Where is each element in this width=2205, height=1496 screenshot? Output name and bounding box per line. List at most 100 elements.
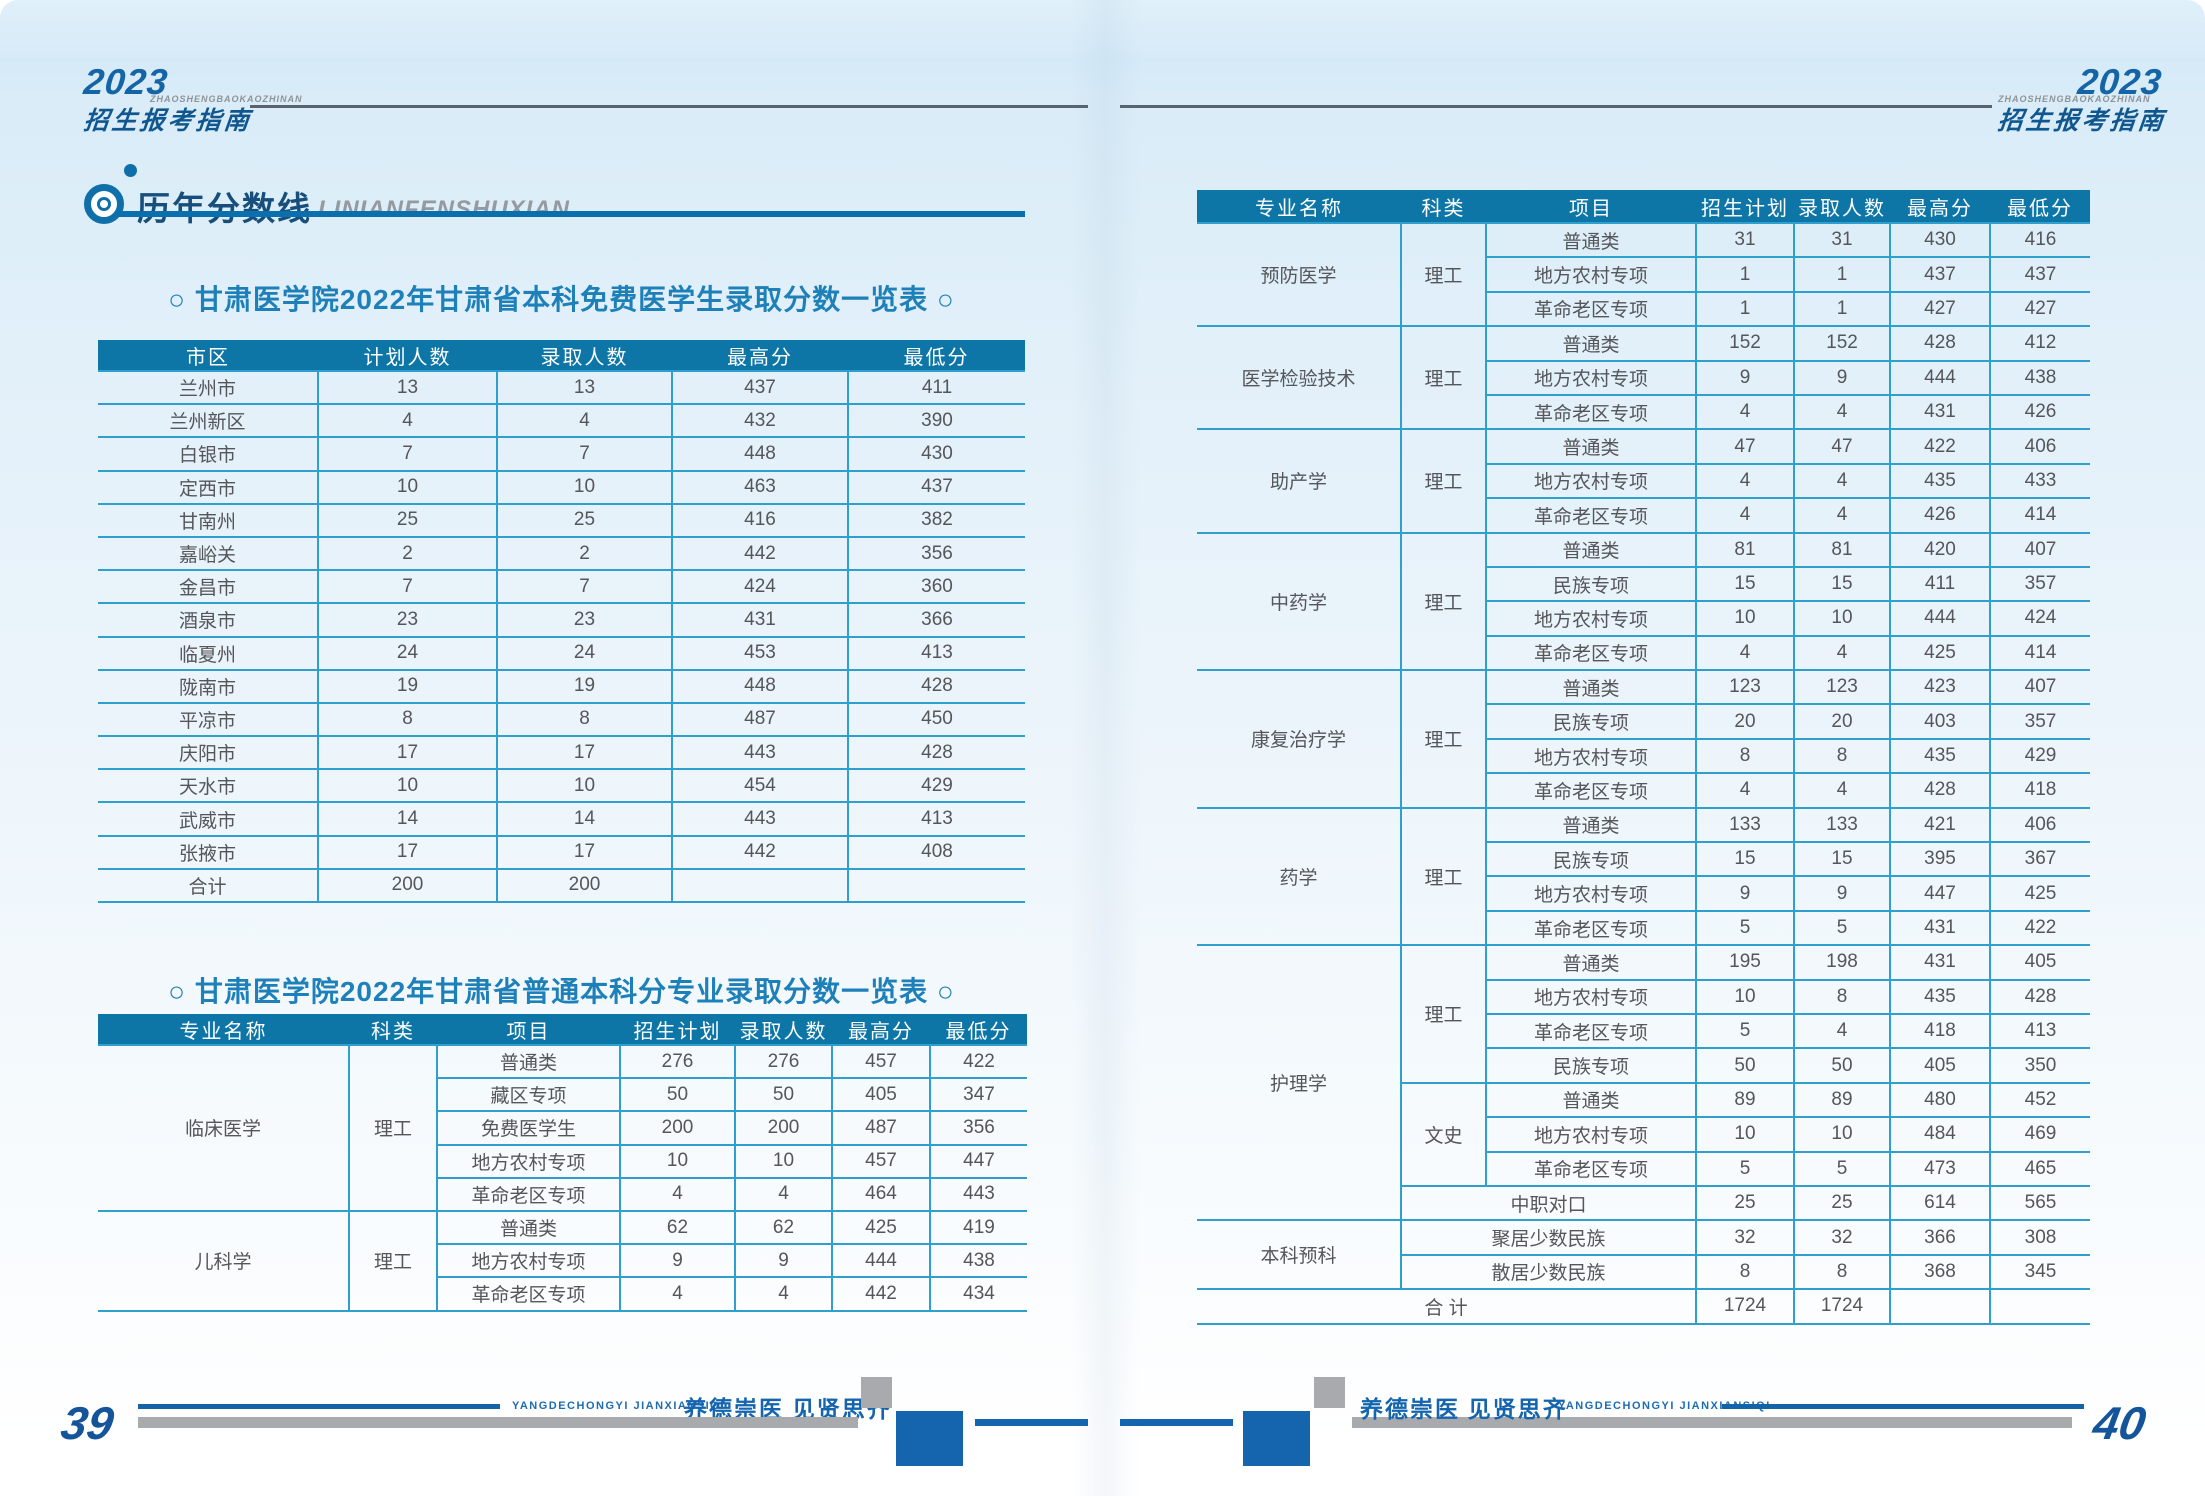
table-cell: 定西市 (98, 469, 319, 505)
table-cell: 487 (671, 701, 849, 738)
table-cell: 614 (1889, 1184, 1991, 1222)
table-cell: 10 (1695, 978, 1795, 1015)
table-cell: 50 (1793, 1047, 1891, 1084)
table-cell: 5 (1695, 909, 1795, 947)
table-cell: 50 (734, 1077, 833, 1113)
table-cell: 理工 (1400, 531, 1487, 672)
table-cell: 7 (496, 436, 673, 472)
table-cell: 8 (317, 701, 498, 738)
table-cell: 4 (1695, 393, 1795, 431)
table-cell: 革命老区专项 (1486, 1150, 1697, 1187)
table-cell: 武威市 (98, 801, 319, 837)
table-cell: 437 (847, 469, 1025, 505)
table-row: 中职对口 25 25 614 565 (1197, 1184, 2090, 1222)
table-cell: 308 (1989, 1219, 2090, 1256)
table-cell: 452 (1989, 1081, 2090, 1119)
table-cell: 443 (671, 735, 849, 771)
table-row: 革命老区专项 4 4 464 443 (98, 1176, 1027, 1212)
table-cell: 411 (1889, 565, 1991, 603)
table-cell: 442 (671, 535, 849, 572)
table-row: 地方农村专项 9 9 447 425 (1197, 875, 2090, 912)
table-row: 临床医学 理工 普通类 276 276 457 422 (98, 1043, 1027, 1212)
logo-title-left: 招生报考指南 (82, 107, 254, 135)
table-cell: 地方农村专项 (1486, 875, 1697, 912)
table-cell: 13 (496, 369, 673, 406)
table-cell: 民族专项 (1486, 1047, 1697, 1084)
table-row: 中药学 理工 普通类 81 81 420 407 (1197, 531, 2090, 672)
table-cell: 428 (847, 735, 1025, 771)
table-cell: 13 (317, 369, 498, 406)
table-cell: 地方农村专项 (1486, 1116, 1697, 1153)
column-header: 最高分 (672, 340, 848, 371)
table-cell: 412 (1989, 325, 2090, 362)
table-cell: 免费医学生 (437, 1110, 621, 1146)
table-row: 护理学 理工 普通类 195 198 431 405 (1197, 944, 2090, 1222)
table-cell: 4 (619, 1276, 736, 1312)
table-cell: 81 (1695, 531, 1795, 568)
footer-blue-square-right (1243, 1411, 1310, 1466)
table-cell: 368 (1889, 1253, 1991, 1291)
table-cell: 484 (1889, 1116, 1991, 1153)
table-cell: 地方农村专项 (1486, 600, 1697, 637)
logo-subtitle-left: ZHAOSHENGBAOKAOZHINAN (150, 94, 303, 104)
table-cell: 理工 (1400, 221, 1487, 328)
table-cell: 中职对口 (1401, 1184, 1697, 1222)
table-cell: 24 (496, 635, 673, 671)
table-cell: 民族专项 (1486, 565, 1697, 603)
table-cell: 62 (619, 1209, 736, 1246)
table-cell: 平凉市 (98, 701, 319, 738)
table-cell: 428 (1889, 772, 1991, 809)
table-cell: 195 (1695, 944, 1795, 981)
table-cell: 405 (1989, 944, 2090, 981)
table-header-row: 专业名称 科类 项目 招生计划 录取人数 最高分 最低分 (1197, 190, 2090, 223)
table-cell: 10 (1695, 600, 1795, 637)
table-cell: 435 (1889, 978, 1991, 1015)
table-cell: 康复治疗学 (1197, 669, 1402, 809)
table-cell: 9 (734, 1243, 833, 1279)
table-row: 平凉市 8 8 487 450 (98, 701, 1025, 738)
table-row: 酒泉市 23 23 431 366 (98, 602, 1025, 638)
table-cell: 4 (1695, 497, 1795, 534)
table-cell: 理工 (1400, 806, 1487, 947)
table-cell: 25 (496, 502, 673, 538)
column-header: 招生计划 (1696, 190, 1794, 223)
table-cell: 合 计 (1197, 1288, 1697, 1325)
table-cell: 4 (1793, 634, 1891, 672)
table-cell: 革命老区专项 (1486, 634, 1697, 672)
table-cell: 9 (1793, 875, 1891, 912)
table-cell: 450 (847, 701, 1025, 738)
section-dot-icon (124, 164, 137, 177)
footer-gray-rule-right (1352, 1417, 2072, 1428)
table-cell: 47 (1695, 428, 1795, 465)
table-row: 地方农村专项 9 9 444 438 (98, 1243, 1027, 1279)
table-cell: 422 (1889, 428, 1991, 465)
table-cell: 366 (847, 602, 1025, 638)
table-cell: 123 (1695, 669, 1795, 706)
table-cell: 合计 (98, 867, 319, 904)
table-cell: 兰州市 (98, 369, 319, 406)
table-cell: 兰州新区 (98, 403, 319, 439)
table-cell (1889, 1288, 1991, 1325)
table-cell: 文史 (1401, 1081, 1487, 1187)
table-cell: 4 (1793, 497, 1891, 534)
table-row: 儿科学 理工 普通类 62 62 425 419 (98, 1209, 1027, 1312)
table-cell: 10 (496, 768, 673, 804)
table-cell: 428 (847, 668, 1025, 704)
table-cell: 437 (1889, 256, 1991, 293)
table-row: 革命老区专项 1 1 427 427 (1197, 290, 2090, 328)
table-cell: 152 (1695, 325, 1795, 362)
table-cell: 405 (1889, 1047, 1991, 1084)
table-row: 地方农村专项 8 8 435 429 (1197, 737, 2090, 775)
table-cell: 444 (1889, 600, 1991, 637)
table-cell: 药学 (1197, 806, 1402, 947)
table-cell: 预防医学 (1197, 221, 1402, 328)
table-cell: 429 (1989, 737, 2090, 775)
table-cell: 403 (1889, 703, 1991, 740)
table-cell: 4 (734, 1176, 833, 1212)
table-cell: 347 (929, 1077, 1027, 1113)
table-cell: 408 (847, 834, 1025, 870)
table-cell: 25 (1695, 1184, 1795, 1222)
table-cell: 23 (317, 602, 498, 638)
table-cell: 382 (847, 502, 1025, 538)
table-cell: 200 (619, 1110, 736, 1146)
